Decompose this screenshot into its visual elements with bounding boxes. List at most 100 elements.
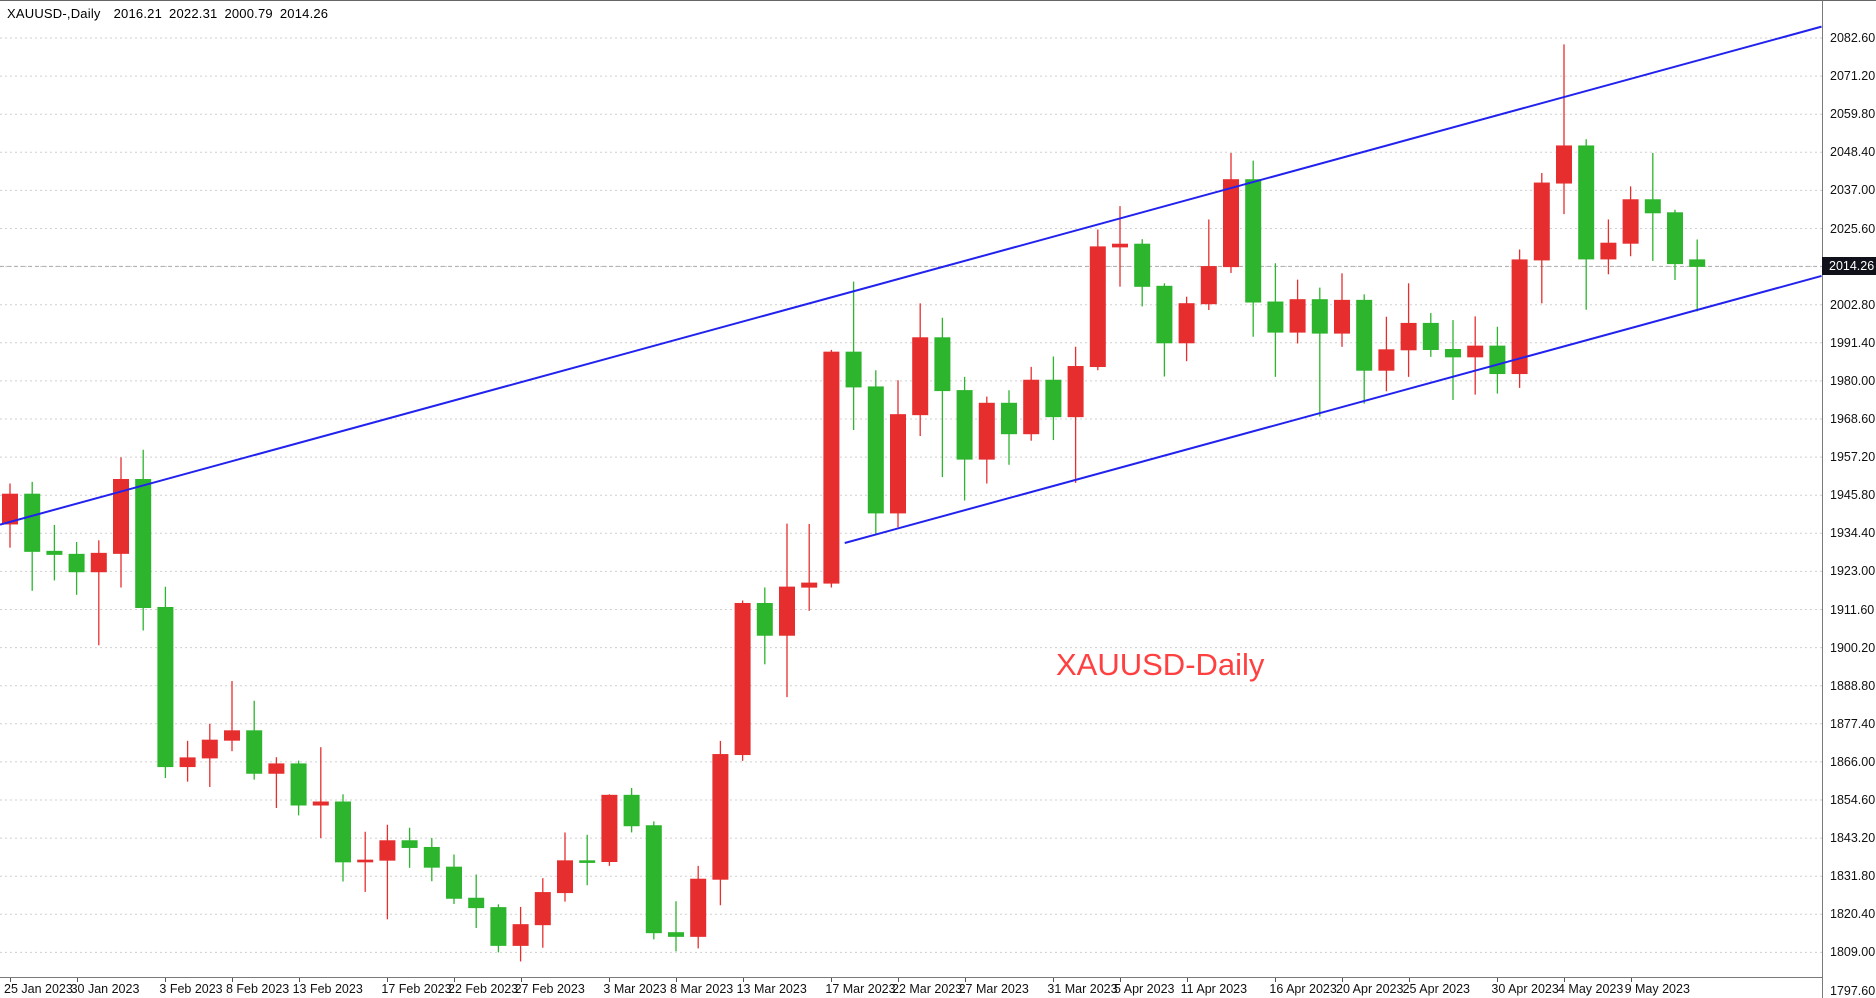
candle-body — [246, 730, 263, 774]
time-axis-tick — [232, 978, 233, 982]
ohlc-low-value: 2000.79 — [224, 6, 273, 21]
price-tick-label: 1809.00 — [1830, 945, 1876, 960]
time-tick-label: 22 Mar 2023 — [892, 982, 963, 996]
time-axis-tick — [742, 978, 744, 982]
price-axis[interactable]: 2082.60 2071.20 2059.80 2048.40 2037.00 2025.… — [1822, 1, 1876, 998]
time-tick-label: 30 Apr 2023 — [1491, 982, 1559, 996]
candle-body — [1089, 246, 1106, 368]
price-tick-label: 1854.60 — [1830, 793, 1876, 807]
candle-body — [113, 478, 129, 554]
time-axis-tick — [1120, 978, 1121, 982]
price-tick-label: 1866.00 — [1830, 754, 1876, 769]
time-tick-label: 8 Mar 2023 — [670, 982, 734, 996]
price-tick-label: 1934.40 — [1830, 526, 1876, 541]
price-tick-label: 1797.60 — [1830, 983, 1876, 998]
candle-body — [24, 493, 41, 552]
time-tick-label: 22 Feb 2023 — [448, 982, 519, 996]
candle-body — [468, 897, 485, 909]
price-tick-label: 2059.80 — [1830, 107, 1876, 122]
price-tick-label: 1968.60 — [1830, 412, 1876, 426]
candle-body — [446, 866, 462, 899]
candle-body — [1644, 199, 1661, 214]
candle-body — [268, 763, 285, 774]
candle-body — [423, 846, 440, 868]
candle-body — [1245, 179, 1262, 303]
candle-body — [845, 351, 862, 388]
candle-body — [312, 801, 329, 806]
candle-body — [1489, 345, 1506, 375]
price-tick-label: 1945.80 — [1830, 488, 1876, 503]
price-tick-label: 1843.20 — [1830, 831, 1876, 846]
candle-body — [1689, 259, 1706, 267]
time-axis-tick — [964, 978, 966, 982]
candle-body — [756, 602, 773, 636]
time-axis-tick — [454, 978, 455, 982]
candle-body — [690, 878, 707, 937]
time-axis-tick — [1342, 978, 1343, 982]
candle-body — [379, 840, 396, 861]
candle-body — [890, 414, 906, 514]
candle-body — [557, 860, 573, 894]
price-tick-label: 1991.40 — [1830, 335, 1876, 350]
time-axis-tick — [387, 978, 389, 982]
candle-body — [512, 924, 529, 946]
time-tick-label: 8 Feb 2023 — [226, 982, 290, 996]
time-tick-label: 3 Feb 2023 — [159, 982, 223, 996]
price-tick-label: 1980.00 — [1830, 373, 1876, 388]
price-tick-label: 2037.00 — [1830, 183, 1876, 198]
time-tick-label: 13 Feb 2023 — [292, 982, 363, 996]
candle-body — [157, 606, 174, 768]
price-tick-label: 2002.80 — [1830, 297, 1876, 312]
candle-body — [823, 351, 840, 584]
candle-body — [1445, 348, 1461, 358]
time-axis-tick — [1564, 978, 1565, 982]
candle-body — [490, 907, 507, 946]
candle-body — [712, 754, 729, 880]
candle-body — [1001, 402, 1017, 435]
candle-body — [1067, 366, 1084, 418]
candle-body — [623, 794, 640, 827]
candle-body — [1400, 322, 1417, 351]
candle-body — [956, 390, 973, 460]
time-tick-label: 3 Mar 2023 — [603, 982, 667, 996]
candle-body — [135, 478, 152, 608]
price-tick-label: 2082.60 — [1830, 31, 1876, 45]
chart-header: XAUUSD-,Daily 2016.21 2022.31 2000.79 2014.2… — [7, 6, 335, 21]
time-tick-label: 17 Mar 2023 — [825, 982, 896, 996]
time-axis-tick — [1408, 978, 1410, 982]
ohlc-open-value: 2016.21 — [113, 6, 163, 21]
time-axis-tick — [1497, 978, 1499, 982]
candle-body — [912, 337, 929, 416]
time-axis[interactable]: 25 Jan 2023 30 Jan 2023 3 Feb 2023 8 Feb 20… — [0, 977, 1822, 998]
candle-body — [645, 825, 662, 934]
symbol-period-label: XAUUSD-,Daily — [7, 6, 101, 21]
trendline-upper[interactable] — [0, 25, 1822, 526]
candle-body — [1334, 299, 1350, 334]
ohlc-high-value: 2022.31 — [169, 6, 218, 21]
time-axis-tick — [609, 978, 611, 982]
price-tick-label: 1877.40 — [1830, 716, 1876, 731]
price-tick-label: 2071.20 — [1830, 69, 1876, 84]
candle-body — [1267, 301, 1284, 333]
time-axis-tick — [676, 978, 677, 982]
candle-body — [401, 840, 418, 848]
candle-body — [978, 402, 995, 460]
candle-body — [1200, 266, 1217, 305]
time-axis-tick — [1186, 978, 1188, 982]
price-tick-label: 1900.20 — [1830, 640, 1876, 655]
candle-body — [579, 860, 596, 863]
trendline-lower[interactable] — [844, 274, 1822, 544]
candle-body — [1023, 379, 1040, 435]
candle-body — [867, 386, 884, 514]
candle-body — [1045, 379, 1062, 418]
time-tick-label: 31 Mar 2023 — [1047, 982, 1118, 996]
time-tick-label: 25 Apr 2023 — [1402, 982, 1471, 996]
time-tick-label: 25 Jan 2023 — [4, 982, 73, 996]
price-tick-label: 1831.80 — [1830, 869, 1876, 884]
price-tick-label: 1923.00 — [1830, 564, 1876, 579]
time-axis-tick — [1275, 978, 1277, 982]
candle-body — [1178, 303, 1195, 344]
candle-body — [1511, 259, 1528, 375]
